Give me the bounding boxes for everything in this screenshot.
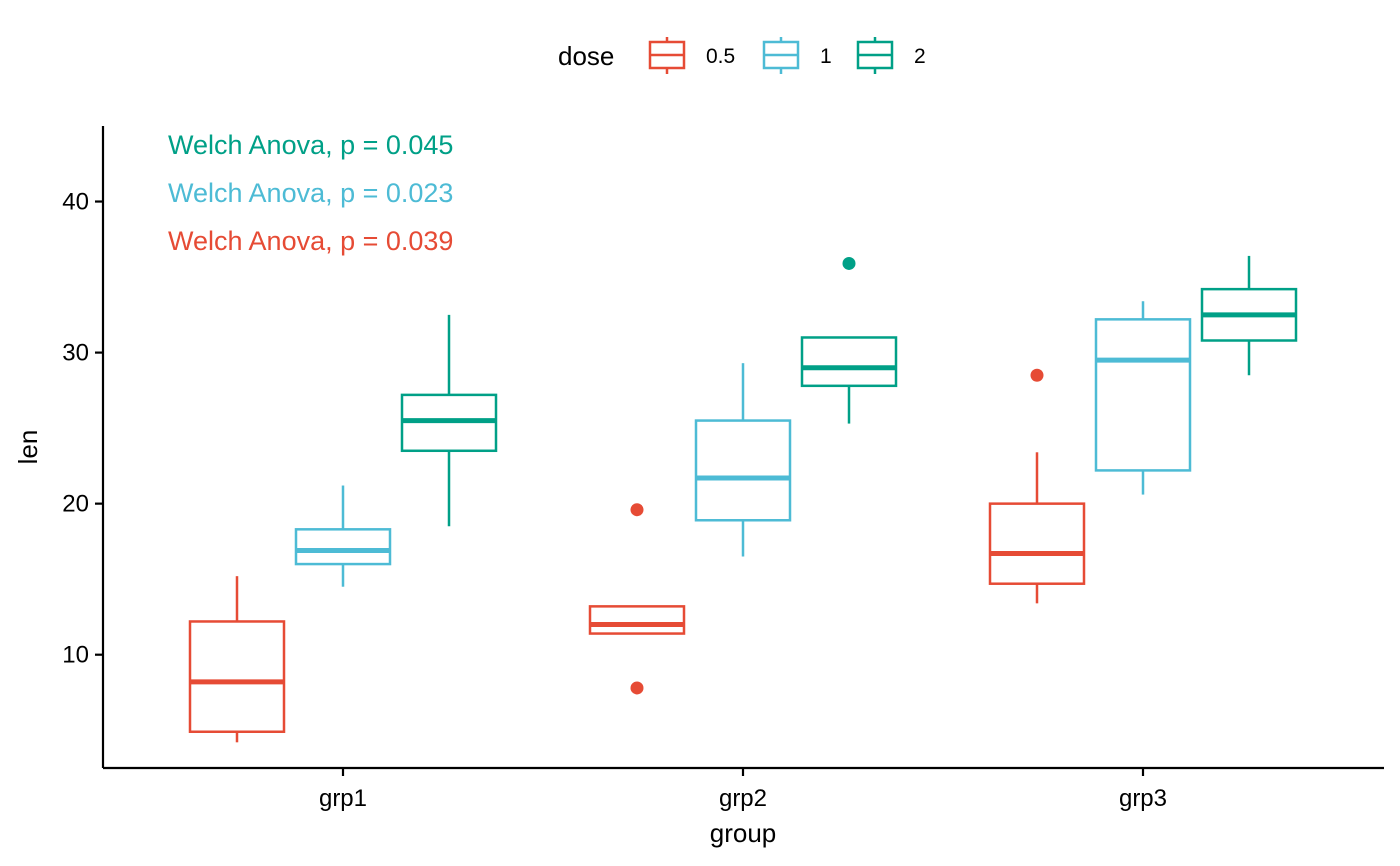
legend-title: dose bbox=[558, 41, 614, 71]
box-body bbox=[588, 605, 686, 635]
legend-item-2: 2 bbox=[856, 37, 926, 74]
annotation-text: Welch Anova, p = 0.039 bbox=[168, 226, 453, 256]
box-body bbox=[988, 502, 1086, 585]
y-axis-title: len bbox=[13, 430, 43, 465]
x-axis-title: group bbox=[710, 818, 777, 848]
box-body bbox=[1094, 318, 1192, 472]
legend-item-0.5: 0.5 bbox=[648, 37, 735, 74]
box-1-grp1 bbox=[294, 485, 392, 587]
y-tick-label: 30 bbox=[62, 340, 89, 367]
x-tick-label: grp2 bbox=[719, 785, 767, 812]
outlier-point bbox=[630, 503, 644, 517]
box-body bbox=[294, 528, 392, 566]
annotations: Welch Anova, p = 0.045 Welch Anova, p = 0… bbox=[168, 130, 453, 256]
boxes bbox=[188, 255, 1298, 743]
box-0.5-grp2 bbox=[588, 503, 686, 695]
outlier-point bbox=[842, 256, 856, 270]
y-tick-label: 40 bbox=[62, 189, 89, 216]
box-body bbox=[694, 419, 792, 522]
box-2-grp1 bbox=[400, 314, 498, 527]
annotation-text: Welch Anova, p = 0.023 bbox=[168, 178, 453, 208]
legend-item-1: 1 bbox=[762, 37, 832, 74]
outlier-point bbox=[630, 681, 644, 695]
box-1-grp3 bbox=[1094, 301, 1192, 495]
box-1-grp2 bbox=[694, 363, 792, 557]
box-2-grp2 bbox=[800, 256, 898, 424]
box-0.5-grp1 bbox=[188, 576, 286, 743]
box-body bbox=[188, 620, 286, 733]
axes: 10 20 30 40 grp1 grp2 grp3 group len bbox=[13, 126, 1384, 848]
box-2-grp3 bbox=[1200, 255, 1298, 376]
legend-label: 0.5 bbox=[706, 45, 735, 68]
legend: dose 0.5 1 2 bbox=[558, 37, 926, 74]
x-tick-label: grp1 bbox=[319, 785, 367, 812]
legend-label: 2 bbox=[914, 45, 926, 68]
legend-key bbox=[648, 37, 686, 74]
box-body bbox=[800, 336, 898, 388]
annotation-text: Welch Anova, p = 0.045 bbox=[168, 130, 453, 160]
box-0.5-grp3 bbox=[988, 368, 1086, 604]
x-tick-label: grp3 bbox=[1119, 785, 1167, 812]
y-tick-label: 10 bbox=[62, 642, 89, 669]
legend-key bbox=[856, 37, 894, 74]
y-tick-label: 20 bbox=[62, 491, 89, 518]
outlier-point bbox=[1030, 368, 1044, 382]
legend-key bbox=[762, 37, 800, 74]
legend-label: 1 bbox=[820, 45, 832, 68]
